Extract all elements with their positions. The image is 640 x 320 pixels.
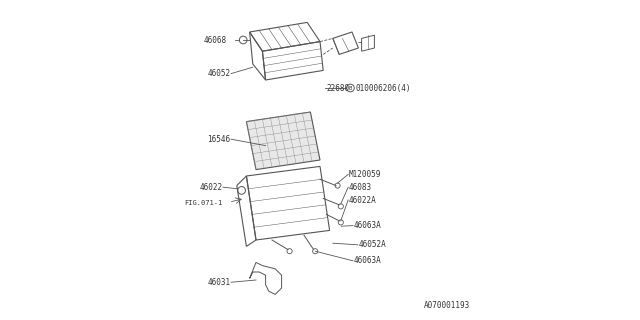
Text: 46022A: 46022A	[349, 196, 376, 204]
Text: 46022: 46022	[199, 183, 223, 192]
Text: 46083: 46083	[349, 183, 372, 192]
Text: 46052A: 46052A	[358, 240, 386, 249]
Text: 010006206(4): 010006206(4)	[355, 84, 411, 92]
Text: 46052: 46052	[207, 69, 230, 78]
Text: 16546: 16546	[207, 135, 230, 144]
Text: 46063A: 46063A	[354, 221, 381, 230]
Text: B: B	[349, 85, 352, 91]
Text: FIG.071-1: FIG.071-1	[184, 200, 223, 206]
Text: 46031: 46031	[207, 278, 230, 287]
Text: A070001193: A070001193	[424, 301, 470, 310]
Text: 46068: 46068	[204, 36, 227, 44]
Text: M120059: M120059	[349, 170, 381, 179]
Polygon shape	[246, 112, 320, 170]
Text: 22680: 22680	[326, 84, 349, 92]
Text: 46063A: 46063A	[354, 256, 381, 265]
